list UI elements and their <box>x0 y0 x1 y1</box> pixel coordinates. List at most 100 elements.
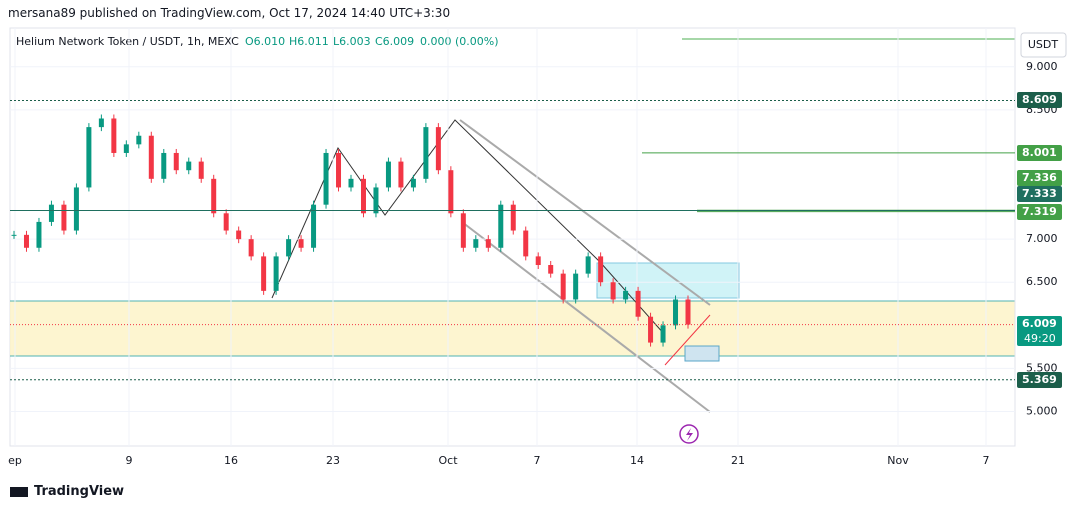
price-tag <box>1017 170 1062 186</box>
candle <box>523 230 529 257</box>
candle <box>485 239 491 248</box>
candle <box>173 152 179 171</box>
low: L6.003 <box>333 35 371 48</box>
channel-line <box>459 119 711 306</box>
y-tick-label: 9.000 <box>1026 60 1058 73</box>
price-tag <box>1017 186 1062 202</box>
candle <box>248 239 254 257</box>
candle <box>348 178 354 188</box>
price-tag <box>1017 372 1062 388</box>
x-tick-label: Nov <box>887 454 909 467</box>
candle <box>548 265 554 274</box>
close: C6.009 <box>375 35 414 48</box>
candle <box>498 204 504 248</box>
candle <box>236 230 242 240</box>
candle <box>148 135 154 179</box>
price-tag-label: 7.333 <box>1022 187 1057 200</box>
candle <box>123 144 129 153</box>
candle <box>385 161 391 188</box>
candle <box>598 256 604 283</box>
candle <box>61 204 67 231</box>
brand: TradingView <box>34 484 125 499</box>
event-icon <box>686 428 693 441</box>
change: 0.000 (0.00%) <box>420 35 499 48</box>
candle <box>648 316 654 343</box>
candle <box>111 118 117 153</box>
candle <box>423 127 429 179</box>
resistance-box <box>596 262 740 299</box>
candle <box>460 213 466 248</box>
channel-line <box>461 221 711 413</box>
candle <box>136 135 142 145</box>
price-tag-label: 7.319 <box>1022 205 1057 218</box>
price-tag <box>1017 204 1062 220</box>
candle <box>298 239 304 248</box>
x-tick-label: 9 <box>126 454 133 467</box>
candle <box>448 170 454 214</box>
candle <box>685 299 691 325</box>
candle <box>198 161 204 179</box>
x-tick-label: 7 <box>983 454 990 467</box>
price-tag-label: 7.336 <box>1022 171 1057 184</box>
candle <box>186 161 192 171</box>
candle <box>585 256 591 274</box>
price-tag <box>1017 92 1062 108</box>
logo <box>10 487 28 497</box>
x-tick-label: 7 <box>534 454 541 467</box>
candle <box>360 178 366 214</box>
candle <box>435 127 441 171</box>
candle <box>610 282 616 300</box>
candle <box>398 161 404 188</box>
candle <box>23 234 29 248</box>
candle <box>48 204 54 222</box>
x-tick-label: 23 <box>326 454 340 467</box>
candle <box>635 290 641 317</box>
price-tag <box>1017 145 1062 161</box>
candle <box>86 127 92 188</box>
candle <box>211 178 217 214</box>
countdown: 49:20 <box>1024 332 1056 345</box>
candle <box>223 213 229 231</box>
y-tick-label: 7.000 <box>1026 232 1058 245</box>
candle <box>336 152 342 188</box>
high: H6.011 <box>289 35 329 48</box>
candle <box>36 221 42 248</box>
support-zone <box>10 301 1015 356</box>
candle <box>11 234 17 236</box>
candle <box>373 187 379 214</box>
plot-area <box>9 27 1016 447</box>
target-box <box>684 345 720 362</box>
candle <box>261 256 267 291</box>
candle <box>73 187 79 231</box>
x-tick-label: 14 <box>630 454 644 467</box>
candle <box>410 178 416 188</box>
candle <box>273 256 279 291</box>
candle <box>660 325 666 343</box>
legend: Helium Network Token / USDT, 1h, MEXC O6… <box>16 35 499 48</box>
candle <box>623 290 629 300</box>
price-tag <box>1017 316 1062 346</box>
candle <box>98 118 104 128</box>
price-tag-label: 8.001 <box>1022 146 1057 159</box>
candle <box>535 256 541 266</box>
candle <box>473 239 479 248</box>
candle <box>560 273 566 300</box>
x-tick-label: Oct <box>438 454 458 467</box>
candle <box>161 152 167 179</box>
x-tick-label: 16 <box>224 454 238 467</box>
trend-line <box>664 314 711 366</box>
symbol: Helium Network Token / USDT, 1h, MEXC <box>16 35 239 48</box>
x-tick-label: ep <box>8 454 22 467</box>
price-tag-label: 6.009 <box>1022 317 1057 330</box>
price-tag-label: 8.609 <box>1022 93 1057 106</box>
candle <box>286 239 292 257</box>
price-tag-label: 5.369 <box>1022 373 1057 386</box>
y-tick-label: 6.500 <box>1026 275 1058 288</box>
candle <box>573 273 579 300</box>
candle <box>311 204 317 248</box>
header: mersana89 published on TradingView.com, … <box>8 6 451 20</box>
candle <box>510 204 516 231</box>
currency-box[interactable] <box>1020 32 1067 58</box>
